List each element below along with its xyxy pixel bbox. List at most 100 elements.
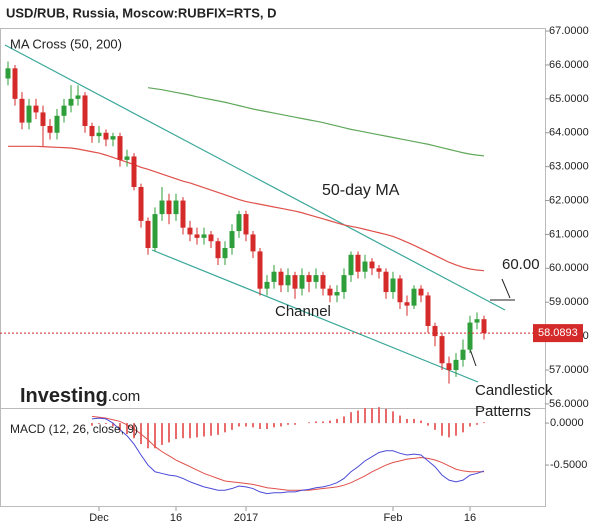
- macd-histogram-bar: [224, 423, 226, 433]
- macd-histogram-bar: [189, 423, 191, 439]
- candle-body: [404, 302, 410, 306]
- candle-body: [96, 132, 102, 137]
- candle-pointer: [469, 348, 477, 367]
- macd-histogram-bar: [266, 423, 268, 429]
- macd-histogram-bar: [406, 418, 408, 424]
- y-tick-label: -0.5000: [550, 459, 587, 471]
- marks: [0, 61, 545, 495]
- candle-body: [348, 254, 354, 276]
- macd-histogram-bar: [280, 423, 282, 427]
- candle-body: [124, 156, 130, 160]
- candle-body: [187, 227, 193, 235]
- macd-histogram-bar: [476, 423, 478, 425]
- candle-body: [411, 288, 417, 306]
- macd-histogram-bar: [469, 423, 471, 427]
- candle-body: [75, 95, 81, 99]
- last-price-box: [533, 324, 583, 343]
- y-tick-label: 67.0000: [549, 25, 589, 37]
- candle-body: [89, 125, 95, 137]
- macd-histogram-bar: [357, 410, 359, 424]
- candle-body: [5, 68, 11, 79]
- candle-body: [68, 98, 74, 106]
- candle-body: [467, 322, 473, 350]
- level-pointer: [501, 278, 511, 299]
- candle-body: [201, 234, 207, 238]
- annotation: Candlestick: [475, 382, 553, 399]
- macd-histogram-bar: [441, 423, 443, 436]
- candle-body: [152, 214, 158, 248]
- annotation: 60.00: [502, 256, 540, 273]
- annotation: Patterns: [475, 403, 531, 420]
- macd-histogram-bar: [210, 423, 212, 436]
- macd-histogram-bar: [343, 416, 345, 424]
- candle-body: [474, 319, 480, 323]
- ma-50-line: [8, 145, 485, 272]
- macd-histogram-bar: [287, 423, 289, 425]
- y-tick-label: 0.0000: [550, 417, 584, 429]
- candle-body: [327, 288, 333, 296]
- y-tick-label: 60.0000: [549, 262, 589, 274]
- macd-histogram-bar: [161, 423, 163, 445]
- y-tick-label: 64.0000: [549, 127, 589, 139]
- macd-histogram-bar: [350, 412, 352, 424]
- logo-suffix: .com: [108, 388, 141, 405]
- plot-frame: [0, 28, 546, 507]
- candle-body: [418, 288, 424, 296]
- candle-body: [166, 200, 172, 215]
- candle-body: [369, 261, 375, 269]
- macd-histogram-bar: [385, 408, 387, 424]
- candle-body: [131, 156, 137, 187]
- macd-histogram-bar: [364, 408, 366, 424]
- macd-line: [91, 417, 485, 495]
- macd-histogram-bar: [133, 423, 135, 439]
- macd-histogram-bar: [413, 418, 415, 424]
- macd-histogram-bar: [98, 423, 100, 424]
- y-tick-label: 56.0000: [549, 398, 589, 410]
- candle-body: [481, 319, 487, 334]
- x-tick-label: Feb: [384, 512, 403, 524]
- macd-histogram-bar: [392, 411, 394, 424]
- candle-body: [376, 268, 382, 272]
- macd-histogram-bar: [252, 423, 254, 428]
- candle-body: [47, 125, 53, 133]
- macd-histogram-bar: [273, 423, 275, 428]
- candle-body: [40, 112, 46, 126]
- candle-body: [390, 278, 396, 293]
- macd-histogram-bar: [245, 423, 247, 427]
- candle-body: [306, 275, 312, 282]
- candle-body: [278, 271, 284, 286]
- y-tick-label: 63.0000: [549, 161, 589, 173]
- candle-body: [33, 105, 39, 113]
- logo-main: Investing: [20, 385, 108, 407]
- candle-body: [236, 214, 242, 232]
- candle-body: [180, 200, 186, 228]
- macd-histogram-bar: [147, 423, 149, 449]
- candle-body: [397, 278, 403, 303]
- candle-body: [82, 95, 88, 126]
- candle-body: [12, 68, 18, 99]
- candle-body: [341, 275, 347, 293]
- candle-body: [26, 105, 32, 123]
- candle-body: [446, 363, 452, 371]
- candle-body: [355, 254, 361, 272]
- macd-histogram-bar: [196, 423, 198, 438]
- candle-body: [173, 200, 179, 215]
- candle-body: [138, 186, 144, 221]
- macd-histogram-bar: [168, 423, 170, 443]
- macd-histogram-bar: [322, 421, 324, 424]
- candle-body: [250, 234, 256, 252]
- macd-histogram-bar: [182, 423, 184, 439]
- macd-histogram-bar: [448, 423, 450, 438]
- y-tick-label: 57.0000: [549, 364, 589, 376]
- y-tick-label: 61.0000: [549, 228, 589, 240]
- macd-histogram-bar: [329, 420, 331, 424]
- candle-body: [334, 292, 340, 296]
- candle-body: [222, 248, 228, 259]
- macd-histogram-bar: [294, 423, 296, 425]
- candle-body: [19, 98, 25, 123]
- macd-histogram-bar: [434, 423, 436, 430]
- macd-label: MACD (12, 26, close, 9): [10, 422, 138, 436]
- x-tick-label: 16: [464, 512, 476, 524]
- candle-body: [61, 105, 67, 116]
- annotation: Channel: [275, 303, 331, 320]
